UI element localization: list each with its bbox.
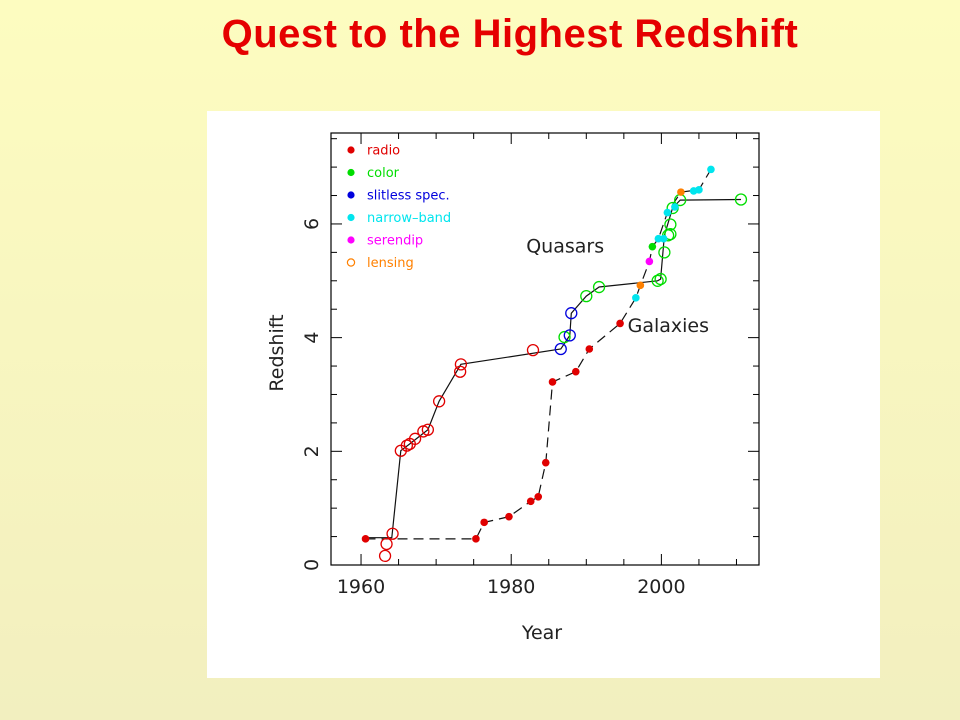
- redshift-chart: 1960 1980 2000 0 2 4 6 Year Redshift Quasars Galax…: [266, 132, 760, 644]
- galaxies-point: [632, 294, 640, 302]
- plot-frame: [330, 132, 760, 566]
- legend-label: lensing: [367, 256, 414, 271]
- y-tick-label: 0: [301, 559, 323, 571]
- quasars-point: [664, 228, 677, 241]
- galaxies-point: [707, 165, 715, 174]
- galaxies-point: [548, 378, 557, 386]
- quasars-point: [558, 330, 571, 344]
- galaxies-point: [505, 512, 513, 521]
- quasars-point: [386, 527, 399, 540]
- y-axis-label: Redshift: [266, 314, 288, 391]
- quasars-point: [651, 274, 664, 287]
- galaxies-line: [365, 169, 712, 540]
- quasars-point: [664, 218, 677, 231]
- y-tick-label: 2: [301, 445, 323, 457]
- y-tick-label: 6: [301, 218, 323, 230]
- galaxies-point: [585, 345, 594, 353]
- galaxies-point: [636, 281, 645, 290]
- legend-marker: [346, 258, 356, 267]
- galaxies-point: [616, 319, 624, 328]
- quasars-point: [432, 395, 446, 408]
- legend-marker: [347, 236, 355, 244]
- galaxies-point: [695, 186, 703, 194]
- annotation-quasars: Quasars: [526, 235, 604, 257]
- galaxies-point: [534, 492, 543, 501]
- galaxies-point: [677, 188, 685, 196]
- legend-marker: [347, 213, 355, 222]
- quasars-point: [380, 537, 393, 551]
- galaxies-point: [659, 234, 668, 243]
- quasars-point: [580, 289, 593, 303]
- quasars-point: [734, 193, 748, 206]
- quasars-point: [658, 246, 671, 259]
- quasars-point: [563, 329, 576, 342]
- galaxies-point: [541, 458, 550, 467]
- galaxies-point: [472, 535, 480, 543]
- legend-label: color: [367, 166, 400, 181]
- quasars-point: [378, 549, 392, 563]
- legend-marker: [347, 146, 355, 154]
- galaxies-point: [671, 203, 679, 211]
- chart-panel: 1960 1980 2000 0 2 4 6 Year Redshift Quasars Galax…: [207, 111, 880, 678]
- quasars-point: [526, 343, 540, 357]
- quasars-point: [408, 432, 422, 445]
- x-tick-label: 1980: [487, 576, 535, 598]
- quasars-point: [592, 280, 606, 294]
- legend-label: narrow–band: [367, 211, 451, 226]
- y-tick-label: 4: [301, 332, 323, 344]
- slide-title: Quest to the Highest Redshift: [221, 12, 799, 56]
- quasars-point: [454, 358, 468, 371]
- x-tick-label: 2000: [637, 576, 685, 598]
- legend-label: radio: [367, 144, 400, 159]
- quasars-point: [554, 342, 567, 356]
- galaxies-point: [526, 497, 535, 506]
- quasars-point: [421, 423, 435, 436]
- x-tick-label: 1960: [337, 576, 385, 598]
- galaxies-point: [654, 234, 663, 243]
- galaxies-point: [480, 518, 488, 527]
- galaxies-point: [645, 257, 654, 266]
- legend-marker: [347, 168, 355, 177]
- galaxies-point: [571, 367, 580, 376]
- galaxies-point: [361, 535, 370, 543]
- galaxies-point: [663, 208, 672, 217]
- legend-label: slitless spec.: [367, 189, 450, 204]
- quasars-point: [565, 307, 578, 320]
- annotation-galaxies: Galaxies: [628, 315, 709, 337]
- quasars-point: [654, 272, 667, 286]
- quasars-point: [400, 439, 413, 452]
- galaxies-point: [648, 242, 657, 251]
- legend-label: serendip: [367, 234, 423, 249]
- quasars-point: [454, 365, 467, 378]
- legend-marker: [347, 191, 355, 199]
- x-axis-label: Year: [521, 622, 562, 644]
